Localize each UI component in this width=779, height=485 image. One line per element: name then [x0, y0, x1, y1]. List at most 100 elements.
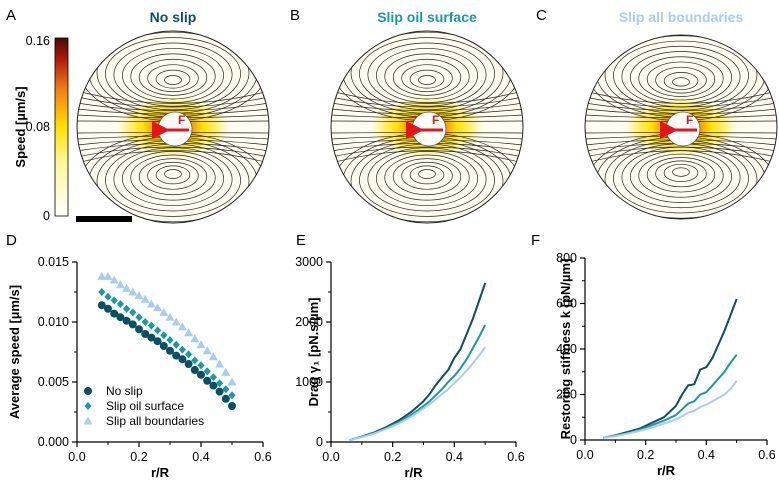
legend-label-slip-oil-surface: Slip oil surface — [106, 399, 184, 413]
y-tick-label: 0.005 — [38, 375, 69, 389]
x-tick-label: 0.2 — [384, 450, 401, 464]
colorbar: 0.16 0.08 0 Speed [µm/s] — [13, 34, 69, 223]
streamline — [409, 69, 445, 89]
streamline — [359, 37, 495, 111]
point-slip-oil-surface — [178, 345, 186, 354]
point-no-slip — [110, 309, 119, 318]
streamline — [138, 158, 208, 196]
point-no-slip — [190, 366, 199, 374]
title-slip-all-boundaries: Slip all boundaries — [619, 9, 744, 25]
point-no-slip — [197, 370, 205, 379]
x-tick-label: 0.6 — [507, 450, 524, 464]
point-slip-all-boundaries — [221, 367, 231, 376]
point-slip-oil-surface — [166, 336, 174, 344]
streamline — [331, 150, 523, 164]
point-no-slip — [228, 402, 236, 410]
legend-label-no-slip: No slip — [106, 384, 143, 398]
y-tick-label: 3000 — [295, 255, 323, 269]
legend-marker-slip-all-boundaries — [83, 416, 93, 425]
point-slip-oil-surface — [104, 292, 112, 301]
streamline — [663, 72, 699, 91]
streamline — [130, 53, 216, 100]
streamline — [113, 42, 233, 107]
streamline — [105, 37, 241, 111]
x-axis-label: r/R — [657, 463, 676, 478]
point-slip-all-boundaries — [140, 294, 150, 303]
x-tick-label: 0.4 — [446, 450, 463, 464]
point-slip-all-boundaries — [184, 328, 194, 337]
streamline — [392, 58, 462, 96]
streamline — [77, 90, 269, 104]
streamline — [164, 169, 182, 179]
y-tick-label: 400 — [556, 342, 577, 356]
streamline — [375, 48, 479, 103]
streamline — [367, 147, 487, 212]
point-no-slip — [147, 333, 156, 342]
point-slip-all-boundaries — [159, 307, 169, 316]
streamline — [331, 146, 523, 158]
force-label: F — [178, 113, 185, 127]
point-no-slip — [141, 330, 150, 338]
flow-panel-slip-oil-surface: F — [330, 30, 524, 224]
series-line-slip-all-boundaries — [349, 346, 487, 442]
colorbar-gradient — [54, 37, 69, 217]
streamline — [384, 53, 470, 100]
point-slip-oil-surface — [185, 350, 193, 359]
series-line-no-slip — [603, 298, 738, 439]
force-label: F — [686, 113, 693, 127]
point-slip-oil-surface — [135, 313, 143, 322]
title-slip-oil-surface: Slip oil surface — [377, 9, 477, 25]
x-tick-label: 0.4 — [192, 450, 209, 464]
legend-marker-slip-oil-surface — [84, 402, 92, 410]
chart-restoring-stiffness: 0.0 0.2 0.4 0.6 0 200 400 600 800 r/R Restoring st… — [556, 251, 776, 478]
streamline — [638, 153, 724, 198]
point-slip-all-boundaries — [134, 291, 144, 300]
title-no-slip: No slip — [150, 9, 197, 25]
y-tick-label: 0.015 — [38, 255, 69, 269]
point-slip-oil-surface — [116, 300, 124, 308]
droplet-boundary — [330, 30, 524, 224]
droplet-boundary — [76, 30, 270, 224]
point-slip-oil-surface — [172, 340, 180, 349]
point-slip-oil-surface — [228, 391, 236, 400]
droplet-boundary — [584, 34, 778, 220]
streamline — [77, 146, 269, 158]
y-tick-label: 0 — [316, 435, 323, 449]
streamline — [121, 48, 225, 103]
colorbar-tick-max: 0.16 — [26, 34, 50, 48]
streamline — [331, 102, 523, 111]
x-tick-label: 0.6 — [254, 450, 271, 464]
point-no-slip — [104, 304, 112, 313]
point-no-slip — [178, 355, 187, 364]
flow-panel-slip-all-boundaries: F — [584, 34, 778, 220]
point-slip-all-boundaries — [122, 283, 132, 292]
streamline — [113, 147, 233, 212]
point-no-slip — [172, 351, 181, 360]
colorbar-tick-mid: 0.08 — [26, 120, 50, 134]
point-slip-all-boundaries — [202, 346, 212, 355]
streamline — [155, 165, 191, 185]
streamline — [585, 96, 777, 108]
streamline — [418, 75, 436, 85]
x-axis-label: r/R — [151, 465, 170, 480]
panel-letter-b: B — [290, 7, 300, 24]
streamline — [331, 96, 523, 108]
panel-letter-a: A — [6, 7, 16, 24]
x-axis-label: r/R — [404, 465, 423, 480]
streamline — [655, 66, 707, 94]
streamline — [613, 40, 749, 111]
streamline — [147, 64, 199, 93]
y-axis-label: Drag γ₁ [pN.s/µm] — [306, 298, 321, 407]
y-tick-label: 200 — [556, 388, 577, 402]
y-tick-label: 1000 — [295, 375, 323, 389]
y-tick-label: 2000 — [295, 315, 323, 329]
streamline — [663, 163, 699, 182]
point-slip-oil-surface — [203, 367, 211, 376]
y-axis-label: Restoring stiffness k [pN/µm] — [558, 259, 573, 440]
point-no-slip — [166, 346, 174, 355]
x-tick-label: 0.2 — [130, 450, 147, 464]
streamline — [121, 151, 225, 206]
point-no-slip — [221, 394, 230, 403]
series-line-slip-all-boundaries — [603, 380, 738, 439]
